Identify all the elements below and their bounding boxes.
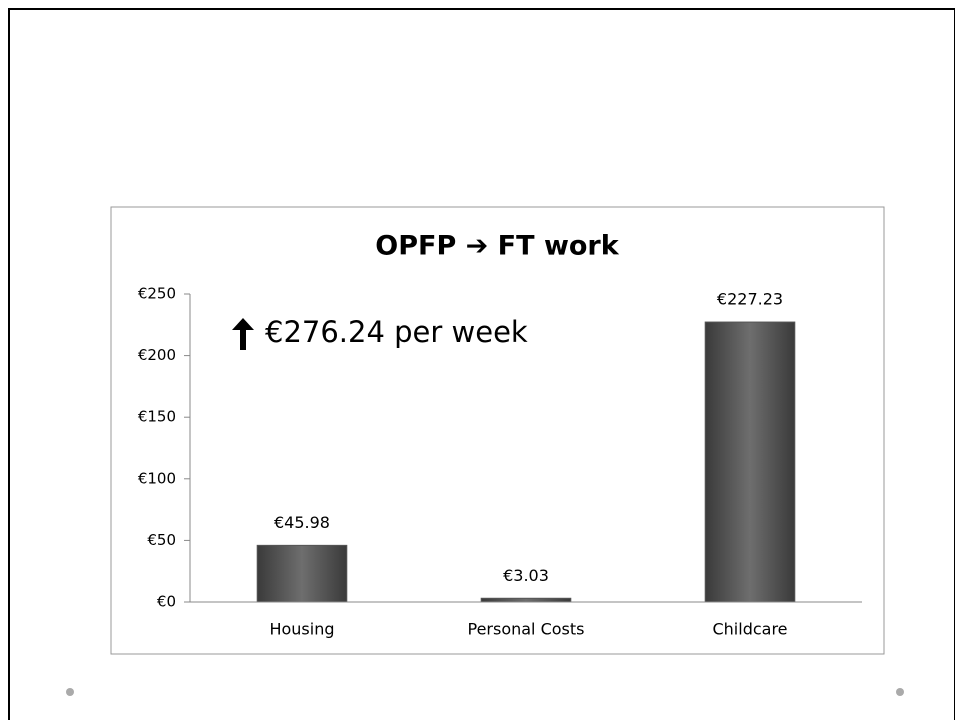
bar (256, 544, 348, 603)
x-tick-label: Personal Costs (467, 620, 584, 639)
x-tick-label: Housing (269, 620, 334, 639)
data-label: €227.23 (717, 290, 783, 309)
y-tick-label: €250 (138, 285, 176, 303)
annotation: €276.24 per week (265, 315, 528, 349)
up-arrow-icon (232, 318, 254, 350)
y-tick-label: €150 (138, 408, 176, 426)
chart-title: OPFP ➔ FT work (375, 231, 619, 262)
bar (480, 597, 572, 603)
slide-frame (8, 8, 955, 720)
y-tick-label: €0 (157, 593, 176, 611)
slide-dot (66, 688, 74, 696)
x-tick-label: Childcare (712, 620, 787, 639)
data-label: €45.98 (274, 513, 330, 532)
slide-dot (896, 688, 904, 696)
bar (704, 321, 796, 603)
y-tick-label: €100 (138, 469, 176, 487)
y-tick-label: €50 (147, 531, 176, 549)
y-tick-label: €200 (138, 346, 176, 364)
data-label: €3.03 (503, 566, 549, 585)
